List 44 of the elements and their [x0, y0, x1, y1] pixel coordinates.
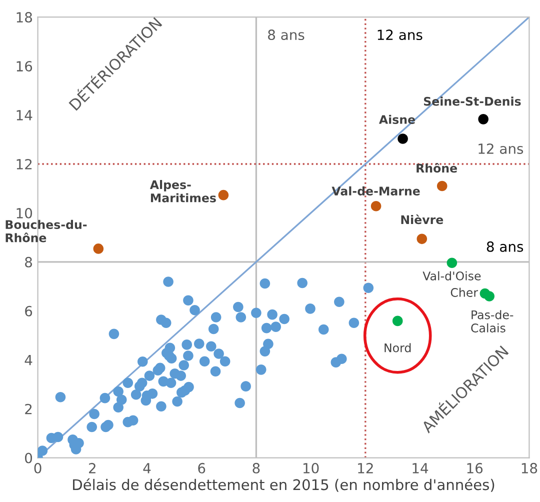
point: [446, 258, 458, 268]
ref-line-label: 12 ans: [378, 30, 422, 40]
point: [218, 190, 229, 200]
y-tick-label: 6: [25, 306, 32, 316]
ref-line-label: 8 ans: [268, 30, 304, 40]
ref-line-label: 12 ans: [478, 143, 524, 154]
point: [93, 244, 104, 254]
y-tick-label: 12: [16, 158, 32, 170]
x-axis-title: Délais de désendettement en 2015 (en nombre d'années): [73, 478, 494, 492]
y-tick-label: 8: [25, 256, 32, 268]
x-tick-label: 10: [303, 462, 319, 474]
x-tick-label: 12: [358, 462, 373, 474]
annotation: Rhône: [416, 163, 457, 173]
annotation: Nord: [384, 343, 411, 352]
annotation: Aisne: [378, 114, 415, 124]
point: [392, 316, 403, 326]
annotation: Cher: [450, 288, 478, 297]
x-tick-label: 14: [412, 463, 428, 474]
point: [436, 180, 448, 192]
y-tick-label: 16: [16, 61, 32, 72]
point: [416, 234, 428, 244]
y-tick-label: 0: [25, 452, 32, 464]
x-tick-label: 16: [467, 462, 483, 474]
annotation: Val-d'Oise: [422, 271, 481, 280]
x-tick-label: 18: [522, 462, 538, 474]
x-tick-label: 8: [252, 462, 260, 474]
point: [478, 114, 488, 124]
y-tick-label: 10: [16, 208, 32, 218]
x-tick-label: 0: [34, 462, 42, 474]
point: [398, 134, 408, 144]
x-tick-label: 6: [198, 462, 206, 474]
annotation: Nièvre: [401, 214, 444, 224]
annotation: Bouches-du- Rhône: [6, 220, 87, 242]
ref-line-label: 8 ans: [486, 241, 524, 252]
x-tick-label: 4: [143, 463, 151, 474]
y-tick-label: 14: [16, 110, 32, 120]
y-tick-label: 2: [25, 404, 32, 414]
point: [484, 291, 494, 302]
x-tick-label: 2: [89, 462, 96, 474]
annotation: Alpes- Maritimes: [150, 180, 216, 202]
y-tick-label: 4: [24, 355, 32, 366]
y-tick-label: 18: [16, 12, 32, 23]
point: [370, 200, 382, 212]
annotation: Pas-de- Calais: [471, 310, 514, 332]
